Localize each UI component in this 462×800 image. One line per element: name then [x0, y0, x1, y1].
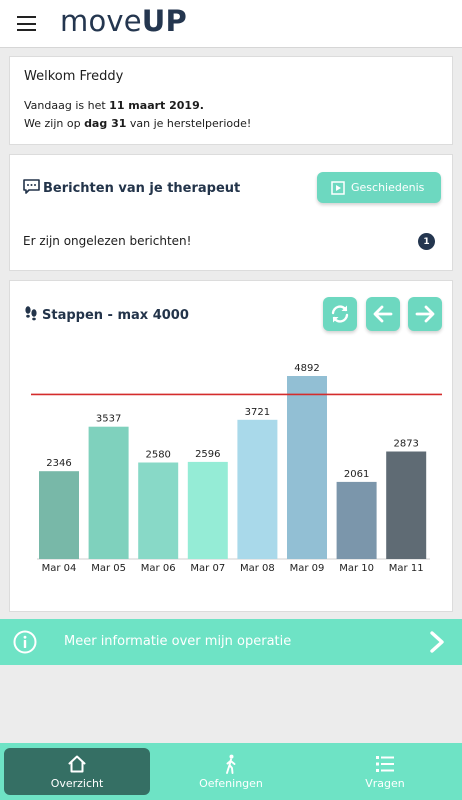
x-tick-label-0: Mar 04 — [42, 563, 77, 574]
bar-value-label-0: 2346 — [46, 458, 71, 469]
bar-value-label-6: 2061 — [344, 469, 369, 480]
arrow-right-icon — [415, 305, 435, 323]
steps-bar-chart: 2346 Mar 04 3537 Mar 05 2580 Mar 06 2596 Mar 07… — [31, 363, 442, 574]
bar-0 — [39, 471, 79, 559]
top-bar: moveUP — [0, 0, 462, 48]
unread-messages-text[interactable]: Er zijn ongelezen berichten! — [23, 234, 192, 248]
nav-oefeningen-label: Oefeningen — [199, 777, 263, 790]
info-icon — [13, 630, 37, 654]
x-tick-label-1: Mar 05 — [91, 563, 126, 574]
nav-overzicht-label: Overzicht — [50, 777, 104, 790]
chat-bubble-icon — [23, 179, 40, 194]
bar-3 — [187, 461, 228, 559]
unread-count-badge: 1 — [418, 233, 435, 250]
messages-title: Berichten van je therapeut — [43, 181, 241, 196]
bar-2 — [138, 462, 179, 559]
refresh-button[interactable] — [323, 297, 357, 331]
bar-value-label-2: 2580 — [145, 450, 170, 461]
welcome-card: Welkom Freddy Vandaag is het 11 maart 20… — [9, 56, 453, 145]
recovery-day-line: We zijn op dag 31 van je herstelperiode! — [24, 117, 252, 130]
recovery-day: dag 31 — [84, 117, 127, 130]
bar-value-label-3: 2596 — [195, 449, 220, 460]
home-icon — [68, 755, 86, 773]
play-icon — [331, 180, 345, 195]
bar-value-label-7: 2873 — [393, 439, 418, 450]
welcome-greeting: Welkom Freddy — [24, 69, 124, 84]
date-line: Vandaag is het 11 maart 2019. — [24, 99, 204, 112]
steps-title: Stappen - max 4000 — [42, 308, 189, 323]
walking-person-icon — [226, 754, 236, 774]
app-logo: moveUP — [60, 4, 187, 38]
bar-value-label-4: 3721 — [245, 407, 270, 418]
previous-week-button[interactable] — [366, 297, 400, 331]
x-tick-label-3: Mar 07 — [190, 563, 225, 574]
x-tick-label-5: Mar 09 — [290, 563, 325, 574]
nav-oefeningen[interactable]: Oefeningen — [158, 748, 304, 795]
bar-4 — [237, 419, 278, 559]
refresh-icon — [331, 305, 349, 323]
steps-card: 2346 Mar 04 3537 Mar 05 2580 Mar 06 2596 Mar 07… — [9, 280, 453, 612]
nav-overzicht[interactable]: Overzicht — [4, 748, 150, 795]
arrow-left-icon — [373, 305, 393, 323]
bar-6 — [336, 481, 377, 559]
nav-vragen[interactable]: Vragen — [312, 748, 458, 795]
bar-1 — [88, 426, 129, 559]
bottom-navigation: Overzicht Oefeningen Vragen — [0, 743, 462, 800]
operation-info-bar[interactable]: Meer informatie over mijn operatie — [0, 619, 462, 665]
therapist-messages-card: Berichten van je therapeut Geschiedenis … — [9, 154, 453, 271]
bar-7 — [386, 451, 427, 559]
history-button-label: Geschiedenis — [351, 181, 425, 194]
x-tick-label-2: Mar 06 — [141, 563, 176, 574]
chevron-right-icon — [430, 631, 444, 653]
nav-vragen-label: Vragen — [365, 777, 405, 790]
bar-5 — [287, 376, 327, 559]
hamburger-menu-icon[interactable] — [17, 16, 36, 31]
history-button[interactable]: Geschiedenis — [317, 172, 441, 203]
current-date: 11 maart 2019. — [109, 99, 204, 112]
x-tick-label-7: Mar 11 — [389, 563, 424, 574]
next-week-button[interactable] — [408, 297, 442, 331]
list-icon — [376, 756, 394, 772]
bar-value-label-1: 3537 — [96, 414, 121, 425]
x-tick-label-4: Mar 08 — [240, 563, 275, 574]
x-tick-label-6: Mar 10 — [339, 563, 374, 574]
footsteps-icon — [25, 306, 37, 321]
bar-value-label-5: 4892 — [294, 363, 319, 374]
operation-info-text: Meer informatie over mijn operatie — [64, 634, 292, 649]
